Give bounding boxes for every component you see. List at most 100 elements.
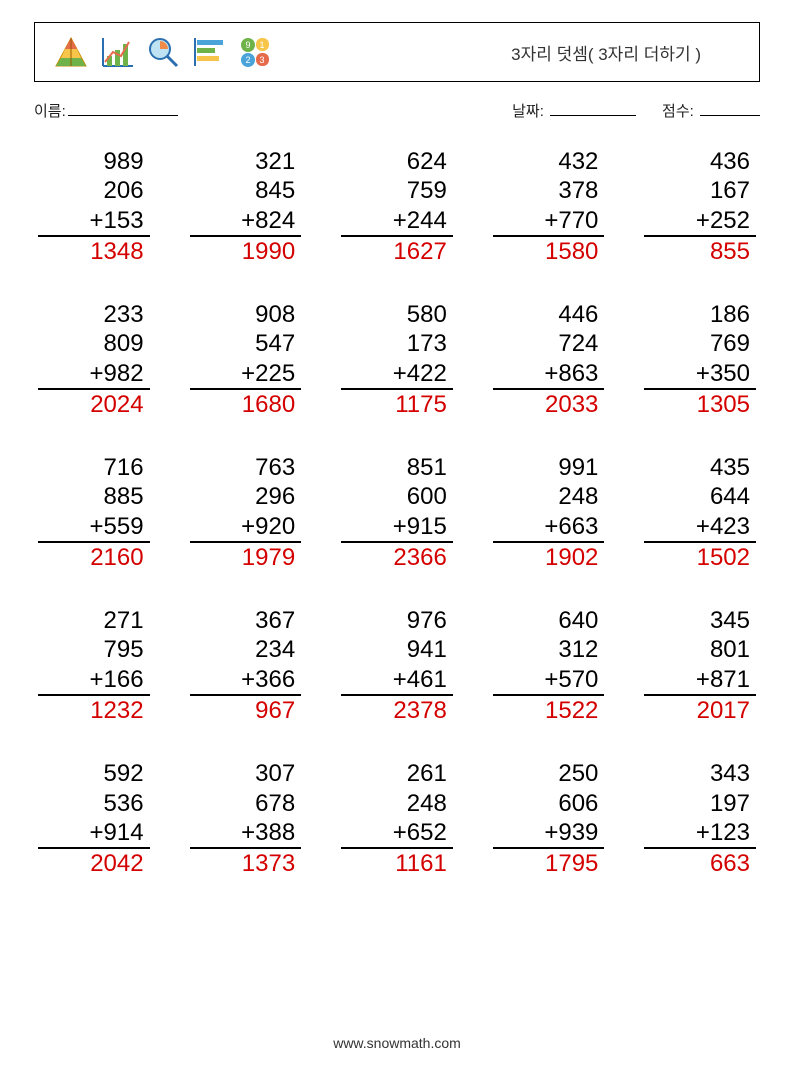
operand: 250 bbox=[493, 759, 605, 788]
answer: 1373 bbox=[190, 849, 302, 878]
operand: 248 bbox=[341, 789, 453, 818]
operand: 759 bbox=[341, 176, 453, 205]
answer: 1305 bbox=[644, 390, 756, 419]
answer: 1902 bbox=[493, 543, 605, 572]
svg-text:1: 1 bbox=[259, 40, 264, 50]
svg-text:2: 2 bbox=[245, 55, 250, 65]
answer: 2024 bbox=[38, 390, 150, 419]
operand: 624 bbox=[341, 147, 453, 176]
score-label: 점수: bbox=[662, 103, 694, 120]
answer: 1348 bbox=[38, 237, 150, 266]
operand: 343 bbox=[644, 759, 756, 788]
operand: 592 bbox=[38, 759, 150, 788]
operand: 271 bbox=[38, 606, 150, 635]
chart-icon bbox=[99, 34, 135, 70]
answer: 1175 bbox=[341, 390, 453, 419]
problem: 989206+1531348 bbox=[38, 147, 150, 266]
operand: 724 bbox=[493, 329, 605, 358]
operand: 233 bbox=[38, 300, 150, 329]
operand: 173 bbox=[341, 329, 453, 358]
operand: 536 bbox=[38, 789, 150, 818]
footer-url: www.snowmath.com bbox=[0, 1035, 794, 1051]
operand: 435 bbox=[644, 453, 756, 482]
operand-last: +244 bbox=[341, 206, 453, 237]
answer: 1232 bbox=[38, 696, 150, 725]
problem: 345801+8712017 bbox=[644, 606, 756, 725]
operand-last: +863 bbox=[493, 359, 605, 390]
answer: 1161 bbox=[341, 849, 453, 878]
operand: 991 bbox=[493, 453, 605, 482]
answer: 1522 bbox=[493, 696, 605, 725]
answer: 1990 bbox=[190, 237, 302, 266]
problem: 343197+123663 bbox=[644, 759, 756, 878]
operand: 885 bbox=[38, 482, 150, 511]
date-label: 날짜: bbox=[512, 103, 544, 120]
svg-text:9: 9 bbox=[245, 40, 250, 50]
answer: 1979 bbox=[190, 543, 302, 572]
operand: 296 bbox=[190, 482, 302, 511]
problem: 432378+7701580 bbox=[493, 147, 605, 266]
operand: 941 bbox=[341, 635, 453, 664]
operand-last: +570 bbox=[493, 665, 605, 696]
shapes-icon: 9 1 2 3 bbox=[237, 34, 273, 70]
operand-last: +824 bbox=[190, 206, 302, 237]
operand: 580 bbox=[341, 300, 453, 329]
operand-last: +461 bbox=[341, 665, 453, 696]
problem: 435644+4231502 bbox=[644, 453, 756, 572]
operand-last: +350 bbox=[644, 359, 756, 390]
problem: 763296+9201979 bbox=[190, 453, 302, 572]
operand: 432 bbox=[493, 147, 605, 176]
operand: 976 bbox=[341, 606, 453, 635]
answer: 1580 bbox=[493, 237, 605, 266]
operand: 640 bbox=[493, 606, 605, 635]
operand: 716 bbox=[38, 453, 150, 482]
fields-row: 이름: 날짜: 점수: bbox=[34, 100, 760, 121]
problem: 186769+3501305 bbox=[644, 300, 756, 419]
operand-last: +153 bbox=[38, 206, 150, 237]
operand: 678 bbox=[190, 789, 302, 818]
name-blank bbox=[68, 102, 178, 116]
answer: 2378 bbox=[341, 696, 453, 725]
problems-grid: 989206+1531348321845+8241990624759+24416… bbox=[38, 147, 756, 878]
answer: 2366 bbox=[341, 543, 453, 572]
operand-last: +920 bbox=[190, 512, 302, 543]
answer: 2017 bbox=[644, 696, 756, 725]
problem: 908547+2251680 bbox=[190, 300, 302, 419]
answer: 1502 bbox=[644, 543, 756, 572]
operand: 378 bbox=[493, 176, 605, 205]
date-blank bbox=[550, 102, 636, 116]
operand-last: +770 bbox=[493, 206, 605, 237]
operand-last: +366 bbox=[190, 665, 302, 696]
operand-last: +914 bbox=[38, 818, 150, 849]
operand: 851 bbox=[341, 453, 453, 482]
operand: 167 bbox=[644, 176, 756, 205]
operand-last: +652 bbox=[341, 818, 453, 849]
answer: 855 bbox=[644, 237, 756, 266]
problem: 307678+3881373 bbox=[190, 759, 302, 878]
operand: 795 bbox=[38, 635, 150, 664]
operand: 312 bbox=[493, 635, 605, 664]
problem: 446724+8632033 bbox=[493, 300, 605, 419]
operand: 547 bbox=[190, 329, 302, 358]
operand-last: +388 bbox=[190, 818, 302, 849]
problem: 436167+252855 bbox=[644, 147, 756, 266]
problem: 580173+4221175 bbox=[341, 300, 453, 419]
operand: 801 bbox=[644, 635, 756, 664]
operand-last: +225 bbox=[190, 359, 302, 390]
operand-last: +915 bbox=[341, 512, 453, 543]
problem: 716885+5592160 bbox=[38, 453, 150, 572]
operand-last: +123 bbox=[644, 818, 756, 849]
problem: 851600+9152366 bbox=[341, 453, 453, 572]
header-icons: 9 1 2 3 bbox=[53, 34, 273, 70]
problem: 271795+1661232 bbox=[38, 606, 150, 725]
answer: 1627 bbox=[341, 237, 453, 266]
problem: 250606+9391795 bbox=[493, 759, 605, 878]
operand-last: +422 bbox=[341, 359, 453, 390]
operand: 606 bbox=[493, 789, 605, 818]
answer: 1795 bbox=[493, 849, 605, 878]
operand: 321 bbox=[190, 147, 302, 176]
problem: 991248+6631902 bbox=[493, 453, 605, 572]
operand: 600 bbox=[341, 482, 453, 511]
answer: 2160 bbox=[38, 543, 150, 572]
operand-last: +166 bbox=[38, 665, 150, 696]
